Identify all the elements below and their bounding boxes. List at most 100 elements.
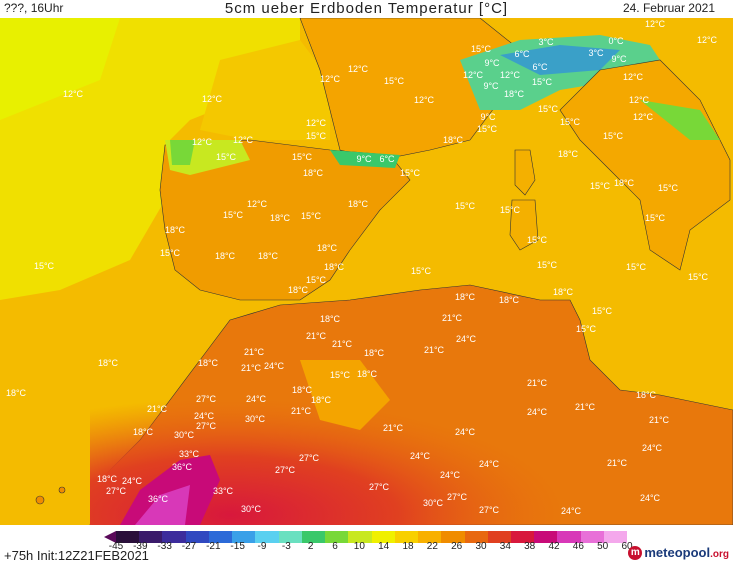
valid-date: 24. Februar 2021 — [622, 1, 715, 15]
temperature-label: 27°C — [479, 505, 500, 515]
meteopool-logo[interactable]: m meteopool.org — [628, 545, 729, 560]
colorbar-swatch — [441, 531, 465, 543]
colorbar-swatch — [534, 531, 558, 543]
temperature-label: 24°C — [640, 493, 661, 503]
temperature-label: 24°C — [479, 459, 500, 469]
colorbar-tick-label: 22 — [426, 541, 438, 552]
temperature-label: 27°C — [447, 492, 468, 502]
temperature-label: 12°C — [348, 64, 369, 74]
temperature-label: 24°C — [122, 476, 143, 486]
temperature-label: 18°C — [98, 358, 119, 368]
apennine-cold-zone — [640, 100, 720, 140]
temperature-label: 21°C — [147, 404, 168, 414]
temperature-label: 18°C — [258, 251, 279, 261]
colorbar-tick-label: 50 — [597, 541, 609, 552]
colorbar-swatch — [232, 531, 256, 543]
temperature-label: 27°C — [196, 421, 217, 431]
temperature-label: 15°C — [216, 152, 237, 162]
temperature-label: 18°C — [198, 358, 219, 368]
temperature-label: 24°C — [527, 407, 548, 417]
temperature-label: 15°C — [590, 181, 611, 191]
temperature-label: 15°C — [160, 248, 181, 258]
colorbar-tick-label: 18 — [402, 541, 414, 552]
temperature-label: 18°C — [553, 287, 574, 297]
temperature-label: 15°C — [400, 168, 421, 178]
temperature-map[interactable]: 12°C12°C15°C 6°C3°C3°C0°C9°C9°C 6°C12°C 12°… — [0, 18, 733, 525]
colorbar-tick-label: -9 — [257, 541, 267, 552]
temperature-label: 18°C — [133, 427, 154, 437]
temperature-label: 15°C — [34, 261, 55, 271]
temperature-label: 9°C — [480, 112, 496, 122]
temperature-label: 12°C — [233, 135, 254, 145]
temperature-label: 12°C — [623, 72, 644, 82]
logo-name: meteopool — [644, 545, 711, 560]
temperature-label: 33°C — [213, 486, 234, 496]
saharan-hottest-zone — [120, 455, 220, 525]
temperature-label: 15°C — [330, 370, 351, 380]
map-title: 5cm ueber Erdboden Temperatur [°C] — [224, 0, 509, 17]
temperature-label: 18°C — [320, 314, 341, 324]
temperature-label: 15°C — [688, 272, 709, 282]
map-footer: -45 -39 -33 -27 -21 -15 -9 -3 2 6 10 14 18 22 26 30 34 38… — [0, 525, 733, 566]
temperature-label: 18°C — [558, 149, 579, 159]
temperature-label: 36°C — [148, 494, 169, 504]
temperature-label: 27°C — [275, 465, 296, 475]
temperature-label: 9°C — [611, 54, 627, 64]
colorbar-swatch — [278, 531, 302, 543]
temperature-label: 21°C — [607, 458, 628, 468]
temperature-label: 24°C — [642, 443, 663, 453]
colorbar-tick-label: 34 — [499, 541, 511, 552]
colorbar-tick-label: 6 — [332, 541, 338, 552]
temperature-label: 24°C — [456, 334, 477, 344]
colorbar-swatch — [325, 531, 349, 543]
colorbar-tick-label: 42 — [548, 541, 560, 552]
temperature-label: 33°C — [179, 449, 200, 459]
temperature-label: 15°C — [626, 262, 647, 272]
colorbar-swatch — [487, 531, 511, 543]
temperature-label: 30°C — [423, 498, 444, 508]
temperature-label: 15°C — [223, 210, 244, 220]
colorbar-tick-label: 26 — [451, 541, 463, 552]
temperature-colorbar — [116, 531, 628, 543]
colorbar-tick-label: 14 — [378, 541, 390, 552]
temperature-label: 18°C — [614, 178, 635, 188]
temperature-label: 27°C — [369, 482, 390, 492]
temperature-label: 27°C — [106, 486, 127, 496]
colorbar-swatch — [557, 531, 581, 543]
colorbar-swatch — [301, 531, 326, 543]
colorbar-swatch — [185, 531, 209, 543]
colorbar-tick-label: -39 — [133, 541, 148, 552]
temperature-label: 12°C — [463, 70, 484, 80]
init-label: +75h Init:12Z21FEB2021 — [4, 548, 149, 563]
run-label: ???, 16Uhr — [4, 1, 64, 15]
temperature-label: 21°C — [424, 345, 445, 355]
temperature-label: 24°C — [561, 506, 582, 516]
colorbar-tick-label: 10 — [353, 541, 365, 552]
temperature-label: 21°C — [575, 402, 596, 412]
colorbar-swatch — [371, 531, 395, 543]
temperature-label: 21°C — [649, 415, 670, 425]
temperature-label: 21°C — [306, 331, 327, 341]
colorbar-swatch — [394, 531, 419, 543]
france-land — [299, 18, 521, 161]
colorbar-swatch — [418, 531, 442, 543]
temperature-label: 18°C — [324, 262, 345, 272]
temperature-label: 12°C — [63, 89, 84, 99]
temperature-label: 36°C — [172, 462, 193, 472]
colorbar-tick-label: 46 — [572, 541, 584, 552]
temperature-label: 15°C — [477, 124, 498, 134]
temperature-label: 0°C — [608, 36, 624, 46]
temperature-label: 15°C — [306, 275, 327, 285]
biscay-zone — [200, 40, 330, 140]
temperature-label: 24°C — [410, 451, 431, 461]
temperature-label: 15°C — [292, 152, 313, 162]
temperature-label: 15°C — [658, 183, 679, 193]
canary-island — [35, 495, 45, 505]
logo-suffix: .org — [710, 549, 729, 560]
temperature-label: 12°C — [645, 19, 666, 29]
temperature-label: 15°C — [384, 76, 405, 86]
temperature-label: 6°C — [514, 49, 530, 59]
temperature-label: 15°C — [538, 104, 559, 114]
temperature-label: 12°C — [202, 94, 223, 104]
temperature-label: 18°C — [311, 395, 332, 405]
